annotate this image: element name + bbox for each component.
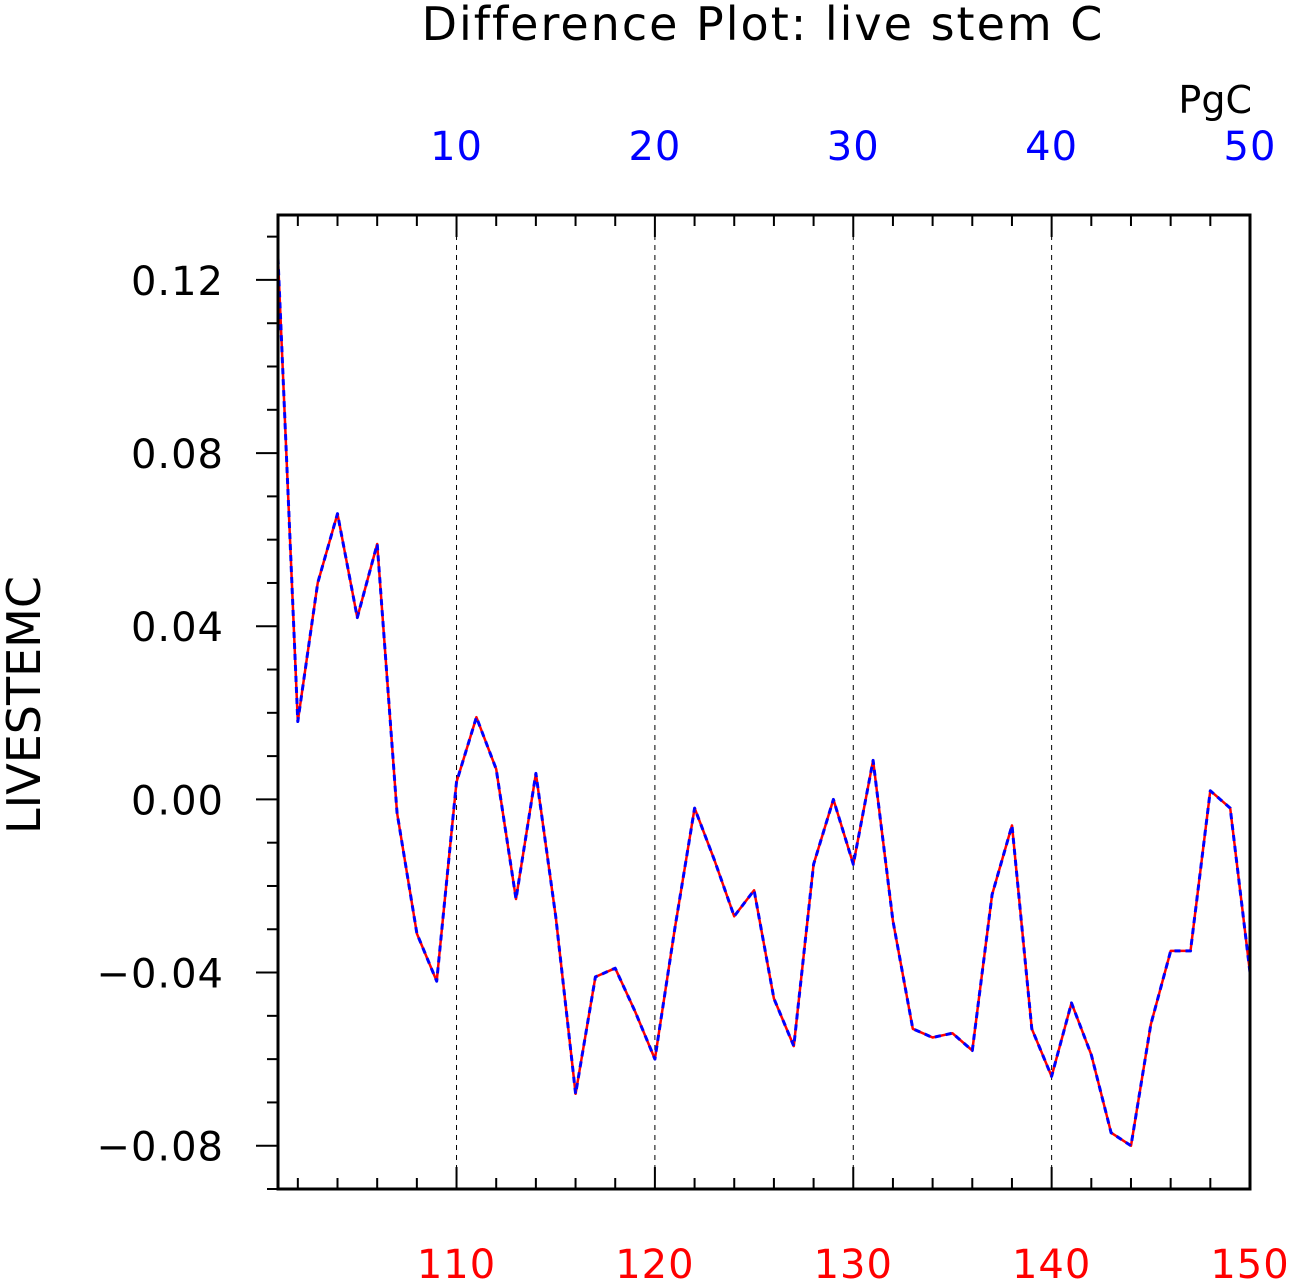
y-tick-label: 0.08 — [131, 432, 224, 478]
bottom-x-tick-label: 150 — [1210, 1242, 1289, 1280]
y-axis-label: LIVESTEMC — [0, 576, 51, 834]
top-x-tick-label: 40 — [1025, 124, 1078, 170]
top-x-tick-label: 10 — [430, 124, 483, 170]
series-line-red — [276, 258, 1252, 1147]
grid-lines — [456, 215, 1053, 1189]
bottom-x-tick-label: 110 — [417, 1242, 496, 1280]
bottom-x-tick-label: 120 — [615, 1242, 694, 1280]
top-x-tick-label: 50 — [1224, 124, 1277, 170]
series-line-blue — [276, 258, 1252, 1148]
series-lines — [276, 258, 1252, 1148]
bottom-x-tick-label: 140 — [1012, 1242, 1091, 1280]
y-tick-label: 0.12 — [131, 259, 224, 305]
chart-title: Difference Plot: live stem C — [422, 0, 1105, 51]
top-x-tick-label: 30 — [827, 124, 880, 170]
tick-labels: −0.08 −0.04 0.00 0.04 0.08 0.12 10 20 30 40 50 110 1… — [96, 124, 1289, 1280]
bottom-x-tick-label: 130 — [814, 1242, 893, 1280]
plot-frame — [276, 213, 1252, 1191]
y-tick-label: 0.00 — [131, 778, 224, 824]
y-tick-label: −0.08 — [96, 1125, 224, 1171]
axis-ticks — [256, 215, 1251, 1190]
y-tick-label: 0.04 — [131, 605, 224, 651]
units-label: PgC — [1178, 78, 1252, 122]
top-x-tick-label: 20 — [628, 124, 681, 170]
y-tick-label: −0.04 — [96, 952, 224, 998]
